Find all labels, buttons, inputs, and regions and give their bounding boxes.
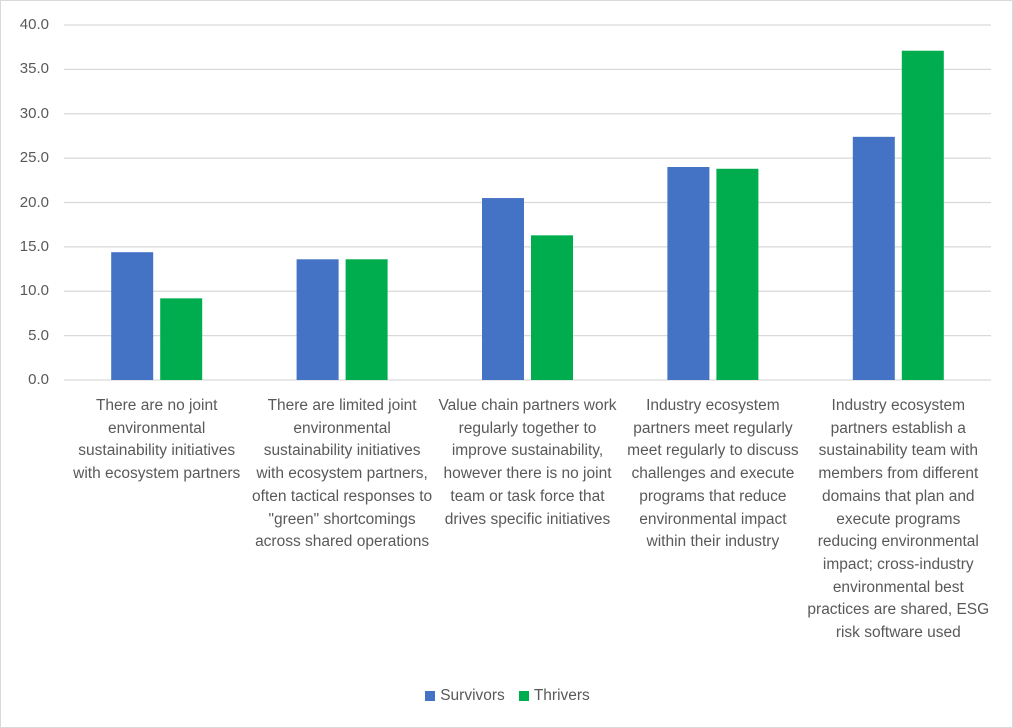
x-category-label: Industry ecosystem partners meet regular… [627,397,799,551]
x-category-label: There are limited joint environmental su… [252,397,433,551]
bar-thrivers-1 [345,259,388,380]
legend: Survivors Thrivers [1,687,1012,705]
y-tick-label: 0.0 [28,371,49,388]
legend-item-thrivers: Thrivers [518,687,590,705]
y-tick-label: 10.0 [19,282,49,300]
y-tick-label: 5.0 [28,326,49,344]
bar-survivors-0 [111,252,154,380]
y-tick-label: 30.0 [19,104,49,122]
bar-survivors-4 [852,136,895,380]
x-category-label: Industry ecosystem partners establish a … [807,397,990,642]
y-tick-label: 20.0 [19,193,49,211]
bar-thrivers-4 [901,50,944,381]
bar-thrivers-3 [716,168,759,380]
legend-label: Survivors [440,687,505,704]
legend-swatch [518,691,529,701]
legend-swatch [425,691,436,701]
bar-survivors-1 [296,259,339,380]
legend-item-survivors: Survivors [425,687,505,705]
bar-thrivers-2 [531,235,573,380]
y-tick-label: 35.0 [19,60,49,78]
bar-survivors-3 [667,167,710,380]
bar-survivors-2 [482,198,524,380]
x-category-label: Value chain partners work regularly toge… [438,397,617,528]
legend-label: Thrivers [533,687,590,704]
y-tick-label: 25.0 [19,149,49,167]
x-category-label: There are no joint environmental sustain… [73,397,241,483]
y-tick-label: 15.0 [19,237,49,255]
bar-thrivers-0 [160,298,203,380]
y-tick-label: 40.0 [19,16,49,33]
